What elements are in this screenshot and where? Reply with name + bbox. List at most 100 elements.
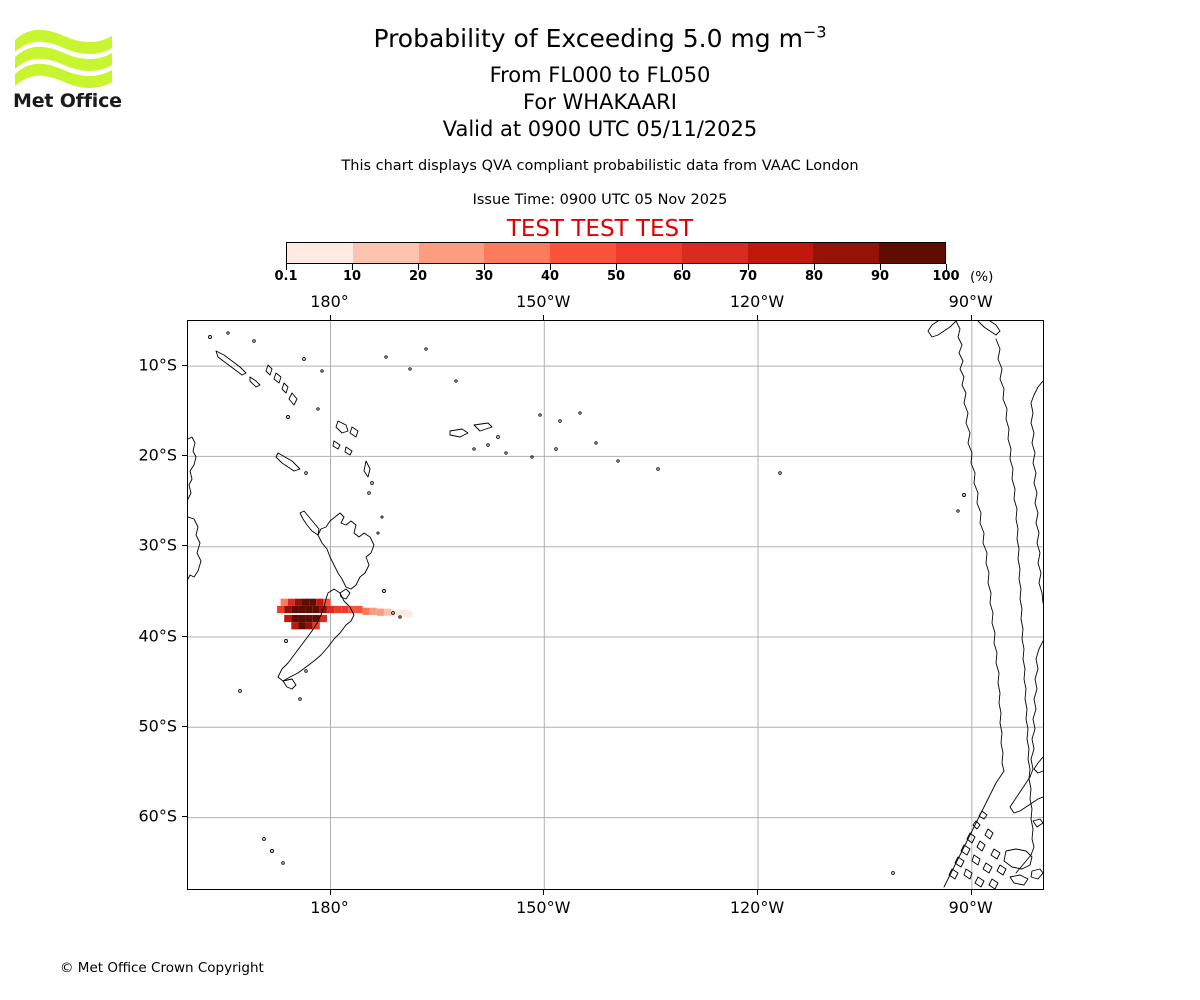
ash-cell: [355, 605, 363, 614]
colorbar-swatch-8: [813, 243, 880, 263]
colorbar-tick-60: [682, 264, 683, 270]
colorbar-swatch-3: [484, 243, 551, 263]
ash-cell: [284, 614, 292, 623]
ash-cell: [291, 614, 299, 623]
map-gridlines: [188, 321, 1043, 889]
met-office-logo-text: Met Office: [13, 90, 122, 112]
colorbar-swatch-6: [681, 243, 748, 263]
ash-cell: [398, 609, 406, 617]
ash-cell: [334, 605, 342, 614]
lon-tick-top: [543, 315, 545, 320]
colorbar-tickmarks: [286, 264, 947, 274]
ash-cell: [277, 605, 285, 614]
colorbar-tick-90: [880, 264, 881, 270]
lon-tick-top: [970, 315, 972, 320]
colorbar-tick-label-90: 90: [870, 269, 890, 284]
probability-colorbar: [286, 242, 946, 264]
met-office-logo: [12, 22, 122, 117]
volcano-subtitle: For WHAKAARI: [523, 90, 677, 114]
lat-label-1: 20°S: [138, 445, 177, 465]
ash-cell: [298, 605, 306, 614]
lon-label-top-0: 180°: [310, 292, 349, 311]
ash-cell: [298, 622, 306, 630]
ash-cell: [287, 598, 295, 606]
chart-title: Probability of Exceeding 5.0 mg m−3: [0, 24, 1200, 54]
lat-tick: [182, 815, 187, 817]
ash-cell: [305, 614, 313, 623]
colorbar-tick-labels: 0.1 10 20 30 40 50 60 70 80 90 100: [274, 269, 959, 287]
ash-cell: [284, 605, 292, 614]
ash-cell: [298, 614, 306, 623]
ash-cell: [305, 605, 313, 614]
colorbar-tick-70: [748, 264, 749, 270]
lon-tick-bottom: [329, 890, 331, 895]
colorbar-tick-label-20: 20: [408, 269, 428, 284]
colorbar-tick-30: [484, 264, 485, 270]
lat-label-0: 10°S: [138, 355, 177, 375]
colorbar-tick-label-60: 60: [672, 269, 692, 284]
ash-cell: [309, 598, 317, 606]
met-office-wave-mark: [15, 29, 112, 88]
ash-cell: [348, 605, 356, 614]
ash-cell: [341, 605, 349, 614]
lon-label-top-1: 150°W: [516, 292, 571, 311]
chart-title-text: Probability of Exceeding 5.0 mg m: [373, 24, 803, 53]
ash-cell: [291, 622, 299, 630]
lat-tick: [182, 635, 187, 637]
colorbar-tick-label-30: 30: [474, 269, 494, 284]
colorbar-tick-label-100: 100: [932, 269, 960, 284]
lon-label-bottom-3: 90°W: [948, 898, 993, 917]
ash-cell: [383, 608, 392, 616]
ash-cell: [323, 598, 331, 606]
colorbar-swatch-9: [879, 243, 945, 263]
ash-cell: [369, 607, 377, 615]
chart-title-exponent: −3: [802, 22, 827, 42]
colorbar-swatches: [286, 242, 946, 264]
colorbar-tick-20: [418, 264, 419, 270]
colorbar-tick-40: [550, 264, 551, 270]
ash-cell: [312, 622, 320, 630]
colorbar-unit-label: (%): [970, 269, 994, 285]
ash-cell: [302, 598, 310, 606]
lat-tick: [182, 365, 187, 367]
map-plot-area[interactable]: [187, 320, 1044, 890]
lon-tick-bottom: [757, 890, 758, 895]
colorbar-tick-50: [616, 264, 617, 270]
ash-cell: [305, 622, 313, 630]
qva-disclaimer: This chart displays QVA compliant probab…: [341, 158, 859, 174]
lon-tick-top: [329, 315, 331, 320]
lat-tick: [182, 545, 187, 547]
colorbar-swatch-4: [550, 243, 616, 263]
colorbar-tick-label-50: 50: [606, 269, 626, 284]
ash-cell: [280, 598, 288, 606]
lat-label-3: 40°S: [138, 626, 177, 646]
colorbar-swatch-7: [747, 243, 814, 263]
colorbar-tick-label-70: 70: [738, 269, 758, 284]
ash-cell: [316, 598, 324, 606]
ash-cell: [376, 608, 384, 616]
lon-tick-top: [757, 315, 758, 320]
ash-cell: [312, 614, 320, 623]
colorbar-swatch-0: [287, 243, 353, 263]
ash-cell: [326, 605, 335, 614]
colorbar-tick-80: [814, 264, 815, 270]
lat-label-4: 50°S: [138, 716, 177, 736]
ash-cell: [405, 610, 413, 618]
colorbar-tick-10: [352, 264, 353, 270]
valid-time-subtitle: Valid at 0900 UTC 05/11/2025: [442, 117, 758, 141]
lon-label-top-3: 90°W: [948, 292, 993, 311]
lon-label-bottom-1: 150°W: [516, 898, 571, 917]
lat-label-2: 30°S: [138, 535, 177, 555]
colorbar-tick-label-10: 10: [342, 269, 362, 284]
ash-cell: [294, 598, 303, 606]
ash-cell: [291, 605, 299, 614]
lon-tick-bottom: [543, 890, 545, 895]
colorbar-tick-100: [946, 264, 947, 270]
ash-cell: [319, 614, 327, 623]
lon-label-bottom-2: 120°W: [729, 898, 785, 917]
lon-label-top-2: 120°W: [729, 292, 785, 311]
flight-level-subtitle: From FL000 to FL050: [489, 63, 711, 87]
coastlines: [188, 321, 1043, 889]
colorbar-swatch-2: [418, 243, 485, 263]
colorbar-swatch-5: [615, 243, 682, 263]
